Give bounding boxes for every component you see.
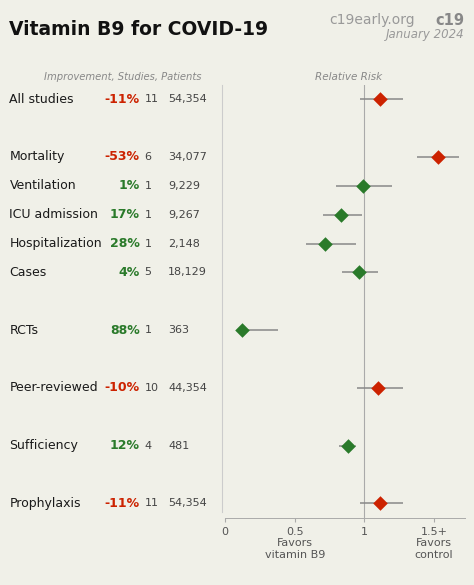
- Text: 2,148: 2,148: [168, 239, 200, 249]
- Text: c19early.org: c19early.org: [329, 13, 415, 27]
- Text: Cases: Cases: [9, 266, 47, 279]
- Point: [344, 441, 351, 450]
- Text: Relative Risk: Relative Risk: [315, 72, 382, 82]
- Text: Peer-reviewed: Peer-reviewed: [9, 381, 98, 394]
- Text: January 2024: January 2024: [386, 28, 465, 41]
- Text: 9,267: 9,267: [168, 209, 200, 220]
- Text: 11: 11: [145, 498, 159, 508]
- Point: [337, 210, 345, 219]
- Text: 1: 1: [145, 325, 152, 335]
- Text: -10%: -10%: [105, 381, 140, 394]
- Text: 363: 363: [168, 325, 189, 335]
- Point: [359, 181, 367, 191]
- Text: Prophylaxis: Prophylaxis: [9, 497, 81, 510]
- Point: [321, 239, 329, 248]
- Point: [376, 498, 383, 508]
- Text: c19: c19: [436, 13, 465, 28]
- Text: 44,354: 44,354: [168, 383, 207, 393]
- Point: [376, 95, 383, 104]
- Text: Improvement, Studies, Patients: Improvement, Studies, Patients: [45, 72, 202, 82]
- Text: 54,354: 54,354: [168, 94, 207, 104]
- Text: 34,077: 34,077: [168, 152, 207, 162]
- Text: -11%: -11%: [105, 93, 140, 106]
- Text: All studies: All studies: [9, 93, 74, 106]
- Text: 17%: 17%: [110, 208, 140, 221]
- Text: ICU admission: ICU admission: [9, 208, 99, 221]
- Text: -53%: -53%: [105, 150, 140, 163]
- Text: 1: 1: [145, 239, 152, 249]
- Text: 28%: 28%: [110, 237, 140, 250]
- Text: Sufficiency: Sufficiency: [9, 439, 78, 452]
- Text: 9,229: 9,229: [168, 181, 201, 191]
- Text: 4: 4: [145, 441, 152, 450]
- Text: 11: 11: [145, 94, 159, 104]
- Text: 4%: 4%: [118, 266, 140, 279]
- Point: [355, 268, 363, 277]
- Text: Hospitalization: Hospitalization: [9, 237, 102, 250]
- Text: 6: 6: [145, 152, 152, 162]
- Text: 18,129: 18,129: [168, 267, 207, 277]
- Text: Ventilation: Ventilation: [9, 180, 76, 192]
- Text: 12%: 12%: [110, 439, 140, 452]
- Text: -11%: -11%: [105, 497, 140, 510]
- Text: Vitamin B9 for COVID-19: Vitamin B9 for COVID-19: [9, 20, 269, 39]
- Point: [374, 383, 382, 393]
- Text: RCTs: RCTs: [9, 324, 38, 336]
- Text: 1: 1: [145, 209, 152, 220]
- Text: 1: 1: [145, 181, 152, 191]
- Point: [434, 152, 442, 161]
- Point: [238, 325, 246, 335]
- Text: Favors
vitamin B9: Favors vitamin B9: [264, 538, 325, 559]
- Text: 88%: 88%: [110, 324, 140, 336]
- Text: 54,354: 54,354: [168, 498, 207, 508]
- Text: Favors
control: Favors control: [415, 538, 453, 559]
- Text: 5: 5: [145, 267, 152, 277]
- Text: Mortality: Mortality: [9, 150, 65, 163]
- Text: 481: 481: [168, 441, 190, 450]
- Text: 10: 10: [145, 383, 159, 393]
- Text: 1%: 1%: [118, 180, 140, 192]
